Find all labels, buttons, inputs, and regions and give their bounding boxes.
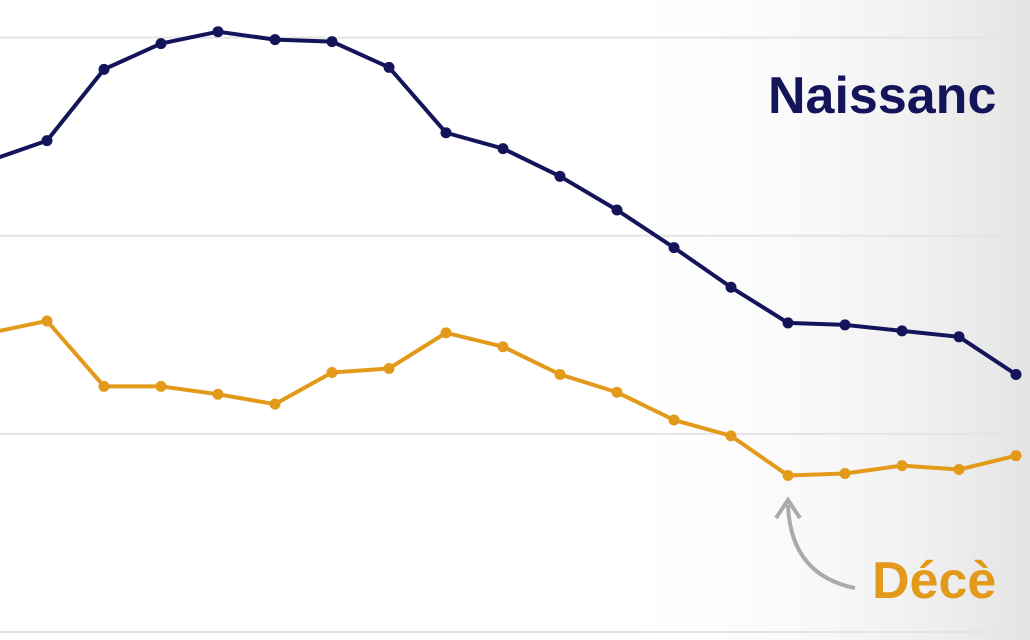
data-point xyxy=(497,143,509,155)
data-point xyxy=(611,386,623,398)
data-point xyxy=(611,204,623,216)
data-point xyxy=(782,317,794,329)
data-point xyxy=(212,388,224,400)
data-point xyxy=(326,366,338,378)
data-point xyxy=(98,63,110,75)
data-point xyxy=(326,36,338,48)
arrow xyxy=(786,504,856,590)
data-point xyxy=(725,430,737,442)
data-point xyxy=(953,331,965,343)
series-label: Décè xyxy=(872,552,996,610)
data-point xyxy=(155,380,167,392)
data-point xyxy=(440,327,452,339)
data-point xyxy=(668,414,680,426)
data-point xyxy=(554,170,566,182)
background-shade xyxy=(600,0,1030,640)
data-point xyxy=(782,469,794,481)
data-point xyxy=(896,460,908,472)
data-point xyxy=(212,26,224,38)
data-point xyxy=(725,281,737,293)
data-point xyxy=(440,127,452,139)
data-point xyxy=(1010,450,1022,462)
data-point xyxy=(98,380,110,392)
data-point xyxy=(896,325,908,337)
series-label: Naissanc xyxy=(768,67,996,125)
data-point xyxy=(383,363,395,375)
data-point xyxy=(953,464,965,476)
data-point xyxy=(839,468,851,480)
data-point xyxy=(155,38,167,50)
data-point xyxy=(1010,368,1022,380)
data-point xyxy=(269,34,281,46)
data-point xyxy=(839,319,851,331)
data-point xyxy=(554,368,566,380)
data-point xyxy=(41,315,53,327)
data-point xyxy=(269,398,281,410)
arrow-head xyxy=(774,496,802,520)
data-point xyxy=(668,242,680,254)
data-point xyxy=(383,61,395,73)
data-point xyxy=(41,135,53,147)
data-point xyxy=(497,341,509,353)
